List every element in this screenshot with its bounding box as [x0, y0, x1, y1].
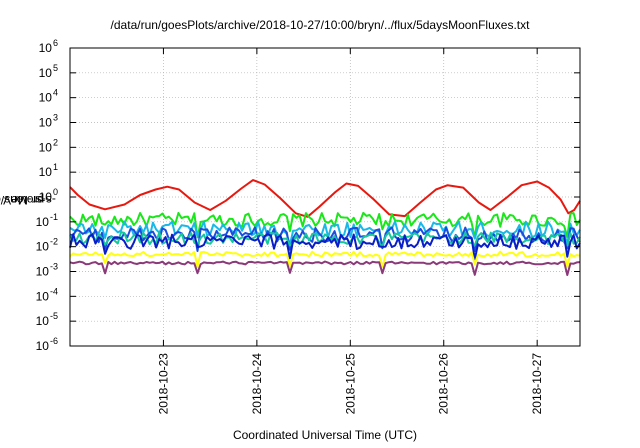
y-tick-label: 102 [39, 137, 58, 154]
series-line-3 [69, 220, 581, 249]
y-tick-label: 10-5 [36, 311, 58, 328]
series-group [69, 179, 581, 276]
x-tick-label: 2018-10-26 [437, 353, 451, 415]
x-tick-label: 2018-10-24 [250, 353, 264, 415]
y-tick-label: 104 [39, 88, 58, 105]
y-tick-label: 10-2 [36, 237, 58, 254]
series-line-2 [69, 211, 581, 239]
x-axis: 2018-10-23 2018-10-24 2018-10-25 2018-10-26… [156, 48, 544, 414]
y-tick-label: 105 [39, 63, 58, 80]
chart-title: /data/run/goesPlots/archive/2018-10-27/1… [110, 18, 530, 32]
y-tick-label: 10-1 [36, 212, 58, 229]
series-line-6 [69, 233, 581, 261]
x-axis-label: Coordinated Universal Time (UTC) [232, 428, 418, 442]
y-tick-label: 10-6 [36, 336, 58, 353]
x-tick-label: 2018-10-23 [156, 353, 170, 415]
series-line-8 [69, 260, 581, 276]
series-line-7 [69, 250, 581, 269]
x-tick-label: 2018-10-27 [530, 353, 544, 415]
y-tick-label: 10-4 [36, 286, 58, 303]
y-tick-label: 101 [39, 162, 58, 179]
y-tick-label: 103 [39, 113, 58, 130]
series-line-1 [69, 179, 581, 218]
x-tick-label: 2018-10-25 [343, 353, 357, 415]
y-tick-label: 10-3 [36, 262, 58, 279]
grid-lines [70, 48, 580, 346]
y-tick-label: 106 [39, 38, 58, 55]
y-axis: 10-610-510-410-310-210-11001011021031041… [36, 38, 580, 353]
